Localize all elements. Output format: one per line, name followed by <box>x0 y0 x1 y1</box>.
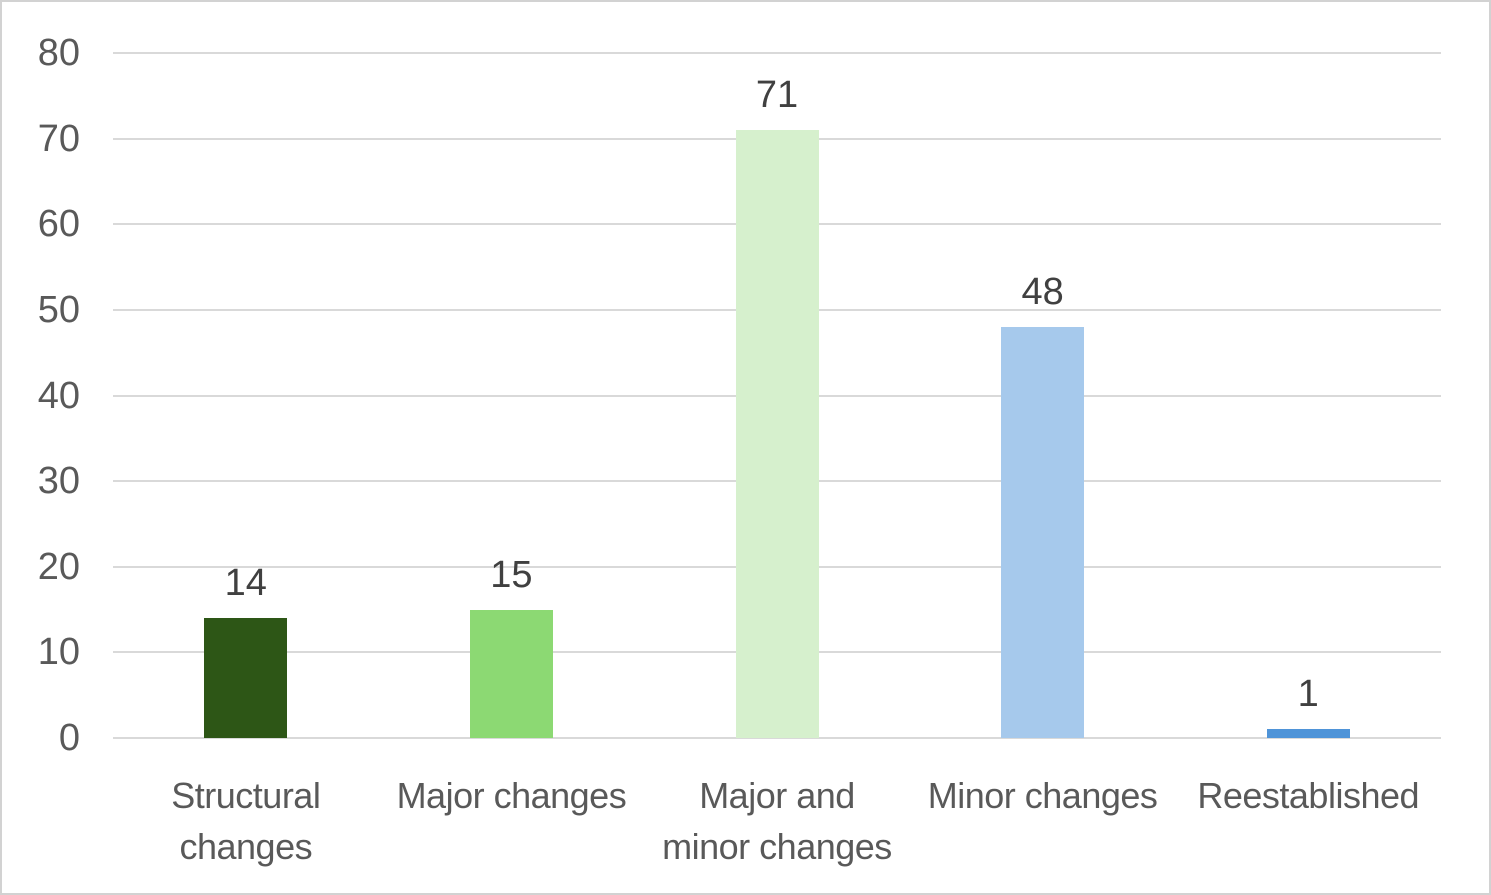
y-axis-tick-label: 20 <box>37 545 80 588</box>
category-label-line: Reestablished <box>1197 775 1420 816</box>
category-label: Structural changes <box>113 770 379 872</box>
bar <box>1266 729 1350 738</box>
x-axis-line <box>113 737 1441 739</box>
y-axis-tick-label: 40 <box>37 374 80 417</box>
data-label: 1 <box>1297 673 1319 716</box>
y-axis-tick-label: 10 <box>37 631 80 674</box>
category-label: Minor changes <box>910 770 1176 821</box>
category-label: Major changes <box>379 770 645 821</box>
y-axis-tick-label: 80 <box>37 32 80 74</box>
bar <box>469 609 553 738</box>
gridline <box>113 52 1441 54</box>
category-label-line: minor changes <box>662 826 892 867</box>
y-axis-tick-label: 60 <box>37 203 80 246</box>
data-label: 48 <box>1021 271 1064 313</box>
category-label-line: changes <box>179 826 313 867</box>
data-label: 71 <box>755 74 799 117</box>
bar <box>735 130 819 738</box>
category-label-line: Structural <box>171 775 321 816</box>
y-axis-tick-label: 0 <box>58 717 80 759</box>
category-label: Major and minor changes <box>644 770 910 872</box>
y-axis-tick-label: 30 <box>37 460 80 503</box>
category-label: Reestablished <box>1175 770 1441 821</box>
y-axis-tick-label: 70 <box>37 117 80 160</box>
bar <box>204 618 288 738</box>
bar <box>1001 327 1085 738</box>
category-label-line: Major changes <box>396 775 627 816</box>
y-axis-tick-label: 50 <box>37 288 80 331</box>
category-label-line: Minor changes <box>927 775 1158 816</box>
category-label-line: Major and <box>699 775 855 816</box>
data-label: 15 <box>490 553 533 596</box>
data-label: 14 <box>224 562 267 605</box>
